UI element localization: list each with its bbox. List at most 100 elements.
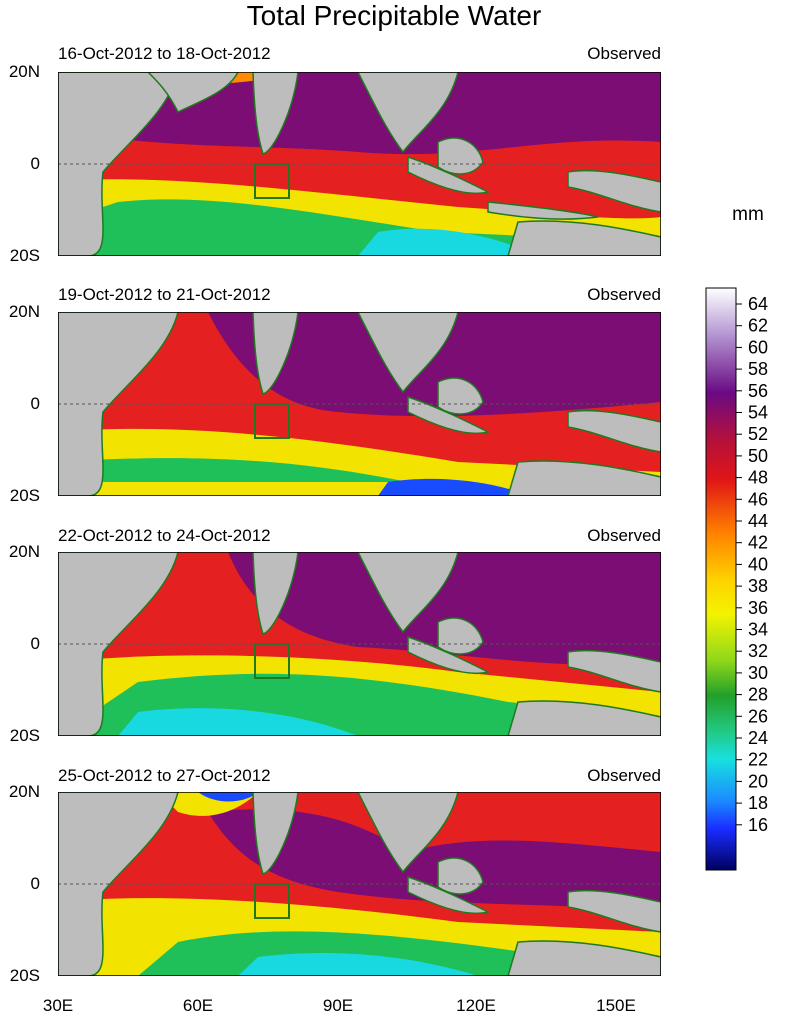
colorbar-label-28: 28 <box>748 685 768 705</box>
lon-label-120e: 120E <box>456 996 496 1015</box>
colorbar-label-52: 52 <box>748 424 768 444</box>
study-region-box <box>254 403 290 439</box>
panel-2-lat-0: 0 <box>30 394 40 413</box>
land-new-guinea <box>567 409 661 453</box>
panel-2-status: Observed <box>587 285 661 304</box>
panel-2-date-range: 19-Oct-2012 to 21-Oct-2012 <box>58 285 271 304</box>
land-india <box>252 312 299 395</box>
study-region-box <box>254 883 290 919</box>
land-borneo <box>437 137 484 175</box>
colorbar-label-42: 42 <box>748 533 768 553</box>
panel-1-status: Observed <box>587 44 661 63</box>
colorbar-label-54: 54 <box>748 403 768 423</box>
study-region-box <box>254 163 290 199</box>
panel-4-status: Observed <box>587 766 661 785</box>
panel-4-lat-20n: 20N <box>8 782 40 801</box>
colorbar-label-30: 30 <box>748 663 768 683</box>
land-sumatra <box>407 155 491 195</box>
panel-1-lat-20n: 20N <box>8 62 40 81</box>
colorbar-label-24: 24 <box>748 728 768 748</box>
colorbar-label-48: 48 <box>748 468 768 488</box>
tpw-drier-south <box>58 199 661 256</box>
colorbar-label-56: 56 <box>748 381 768 401</box>
tpw-driest-south <box>238 953 478 976</box>
colorbar: 6462605856545250484644424038363432302826… <box>705 287 768 871</box>
land-africa <box>58 312 179 496</box>
land-new-guinea <box>567 169 661 213</box>
panel-3-lat-20n: 20N <box>8 542 40 561</box>
colorbar-label-44: 44 <box>748 511 768 531</box>
panel-3-status: Observed <box>587 526 661 545</box>
tpw-drier-south <box>58 458 408 482</box>
tpw-moist-band <box>208 809 661 912</box>
panel-4-date-range: 25-Oct-2012 to 27-Oct-2012 <box>58 766 271 785</box>
colorbar-label-62: 62 <box>748 316 768 336</box>
land-indochina <box>357 552 459 634</box>
tpw-driest-south <box>378 478 528 496</box>
panel-4-lat-0: 0 <box>30 874 40 893</box>
panel-1-map <box>58 72 661 256</box>
colorbar-label-22: 22 <box>748 750 768 770</box>
panel-1-date-range: 16-Oct-2012 to 18-Oct-2012 <box>58 44 271 63</box>
land-java-timor <box>487 201 599 220</box>
land-africa <box>58 72 179 256</box>
tpw-driest-south <box>358 228 538 256</box>
colorbar-label-58: 58 <box>748 359 768 379</box>
panel-3-lat-20s: 20S <box>9 726 40 745</box>
tpw-moist-band <box>208 312 661 417</box>
land-sumatra <box>407 395 491 435</box>
panel-1-lat-20s: 20S <box>9 246 40 265</box>
tpw-driest-south <box>118 708 358 736</box>
land-india <box>252 72 299 155</box>
land-indochina <box>357 72 459 154</box>
panel-2-map <box>58 312 661 496</box>
colorbar-label-34: 34 <box>748 620 768 640</box>
colorbar-label-38: 38 <box>748 576 768 596</box>
figure-title: Total Precipitable Water <box>246 0 542 31</box>
colorbar-label-32: 32 <box>748 641 768 661</box>
panel-4-lat-20s: 20S <box>9 966 40 985</box>
colorbar-label-64: 64 <box>748 294 768 314</box>
panel-2-lat-20s: 20S <box>9 486 40 505</box>
panel-3-date-range: 22-Oct-2012 to 24-Oct-2012 <box>58 526 271 545</box>
land-australia <box>507 220 661 256</box>
lon-label-150e: 150E <box>596 996 636 1015</box>
panel-3-lat-0: 0 <box>30 634 40 653</box>
colorbar-labels: 6462605856545250484644424038363432302826… <box>736 294 768 835</box>
land-india <box>252 552 299 635</box>
land-borneo <box>437 617 484 655</box>
colorbar-label-36: 36 <box>748 598 768 618</box>
land-india <box>252 792 299 875</box>
colorbar-units: mm <box>732 204 764 225</box>
colorbar-label-18: 18 <box>748 793 768 813</box>
colorbar-label-40: 40 <box>748 554 768 574</box>
colorbar-label-46: 46 <box>748 489 768 509</box>
panel-3-map <box>58 552 661 736</box>
land-indochina <box>357 792 459 874</box>
land-africa <box>58 792 179 976</box>
lon-label-60e: 60E <box>182 996 214 1015</box>
colorbar-gradient <box>705 287 737 871</box>
land-arabia <box>58 72 239 114</box>
colorbar-label-16: 16 <box>748 815 768 835</box>
colorbar-label-60: 60 <box>748 337 768 357</box>
land-sumatra <box>407 635 491 675</box>
tpw-moist-band <box>228 552 661 665</box>
land-australia <box>507 940 661 976</box>
land-australia <box>507 700 661 736</box>
land-new-guinea <box>567 889 661 933</box>
land-africa <box>58 552 179 736</box>
colorbar-label-26: 26 <box>748 706 768 726</box>
land-borneo <box>437 377 484 415</box>
tpw-driest-north <box>198 792 258 802</box>
panel-1-lat-0: 0 <box>30 154 40 173</box>
lon-label-30e: 30E <box>42 996 74 1015</box>
colorbar-label-50: 50 <box>748 446 768 466</box>
land-sumatra <box>407 875 491 915</box>
land-borneo <box>437 857 484 895</box>
land-new-guinea <box>567 649 661 693</box>
land-indochina <box>357 312 459 394</box>
panel-4-map <box>58 792 661 976</box>
panel-2-lat-20n: 20N <box>8 302 40 321</box>
land-australia <box>507 460 661 496</box>
